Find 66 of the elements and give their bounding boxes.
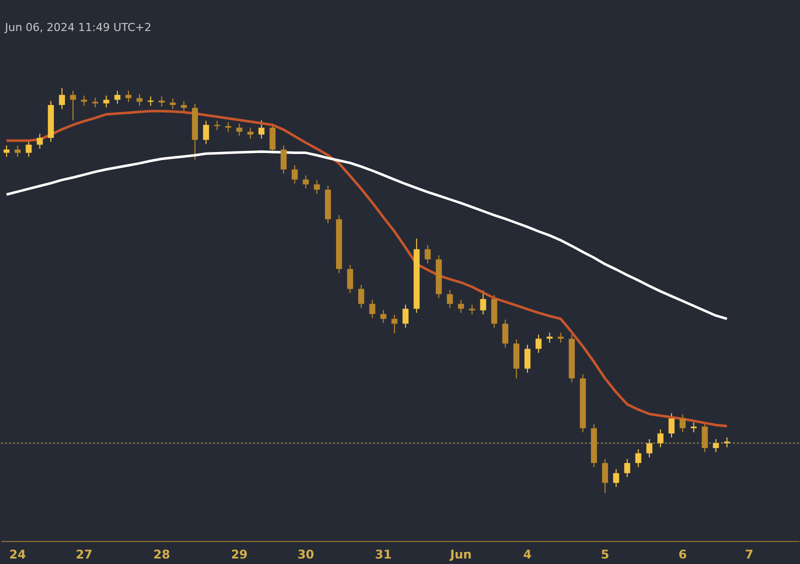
candlestick [446, 290, 453, 308]
candlestick [369, 299, 376, 319]
candlestick [180, 100, 187, 112]
candlestick [125, 90, 132, 103]
candlestick [270, 123, 276, 154]
candlestick [36, 133, 43, 150]
candlestick [225, 122, 232, 132]
x-tick-label: 30 [297, 548, 314, 562]
candlestick [546, 332, 553, 344]
candlestick [302, 174, 309, 189]
candlestick [680, 414, 686, 433]
candlestick [103, 95, 110, 108]
candlestick [203, 120, 210, 144]
candlestick [646, 438, 652, 458]
candlestick [347, 264, 354, 294]
candlestick [690, 422, 697, 433]
candlestick [14, 145, 21, 158]
candlestick [480, 290, 486, 315]
candlestick [657, 428, 664, 448]
candlestick [81, 95, 88, 106]
candlestick [524, 344, 530, 374]
candlestick [314, 180, 320, 194]
candlestick [536, 334, 542, 354]
candlestick [280, 145, 287, 174]
candlestick [502, 319, 508, 348]
candlestick [602, 458, 608, 494]
candlestick [58, 88, 65, 110]
candlestick [170, 98, 176, 110]
candlestick [558, 332, 564, 344]
candlestick [402, 304, 409, 328]
candlestick [724, 437, 730, 448]
candlestick [358, 284, 364, 308]
x-tick-label: 31 [375, 548, 392, 562]
x-tick-label: 27 [76, 548, 92, 562]
candlestick [236, 123, 242, 136]
x-tick-label: 4 [523, 548, 532, 562]
candlestick [26, 140, 32, 158]
candlestick [247, 127, 254, 140]
candlestick [114, 90, 120, 104]
candlestick [624, 458, 630, 478]
candlestick [158, 96, 165, 108]
x-tick-label: 24 [9, 548, 26, 562]
text: Jun 06, 2024 11:49 UTC+2 [4, 21, 152, 34]
x-tick-label: 7 [744, 548, 754, 562]
candlestick [424, 244, 431, 264]
candlestick [469, 304, 476, 315]
candlestick [4, 145, 10, 158]
candlestick [258, 120, 264, 140]
candlestick [391, 314, 398, 334]
x-tick-label: 29 [230, 548, 248, 562]
x-tick-label: Jun [449, 548, 472, 562]
candlestick [380, 309, 386, 324]
candlestick [613, 468, 620, 488]
candlestick [92, 97, 98, 108]
candlestick [458, 299, 464, 314]
candlestick [635, 448, 642, 468]
x-tick-label: 5 [600, 548, 610, 562]
candlestick [148, 96, 154, 106]
x-tick-label: 6 [678, 548, 687, 562]
candlestick [292, 164, 298, 184]
candlestick [136, 94, 143, 106]
candlestick [712, 438, 719, 453]
x-tick-label: 28 [153, 548, 170, 562]
candlestick [70, 90, 76, 121]
candlestick [668, 412, 675, 438]
candlestick [702, 422, 708, 453]
